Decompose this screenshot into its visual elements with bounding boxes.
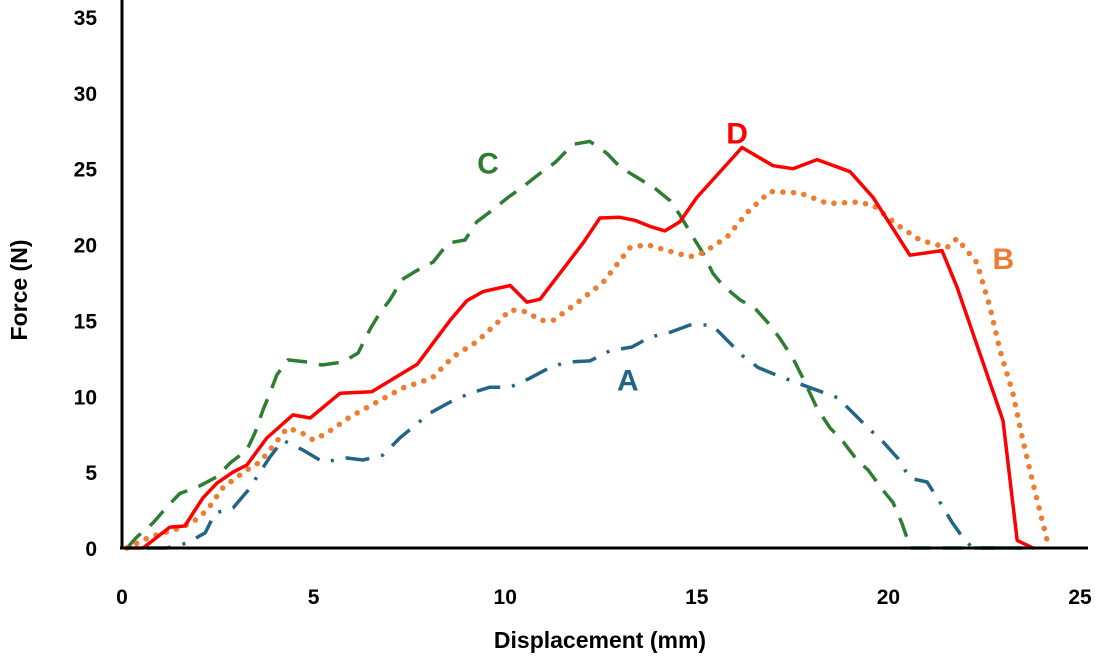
series-line-d: [125, 145, 1035, 550]
y-tick-label: 30: [74, 83, 97, 106]
tick-labels: 0 5 10 15 20 25 30 35 0 5 10 15 20 25: [74, 7, 1092, 609]
x-tick-label: 10: [494, 586, 517, 609]
y-tick-label: 15: [74, 310, 98, 333]
x-axis-title: Displacement (mm): [494, 627, 706, 653]
y-tick-label: 25: [74, 159, 98, 182]
y-tick-label: 10: [74, 386, 97, 409]
series-label-b: B: [993, 243, 1015, 276]
series-line-c: [125, 139, 1023, 550]
series-label-d: D: [726, 117, 748, 150]
series-label-a: A: [617, 365, 639, 398]
y-tick-label: 20: [74, 235, 97, 258]
y-axis-title: Force (N): [6, 240, 32, 341]
series-labels: C A B D: [477, 117, 1014, 397]
x-tick-label: 0: [116, 586, 128, 609]
x-tick-label: 25: [1068, 586, 1092, 609]
y-tick-label: 0: [85, 538, 97, 561]
series-line-a: [146, 323, 1023, 550]
series-line-b: [124, 188, 1053, 551]
series-label-c: C: [477, 148, 499, 181]
y-tick-label: 5: [85, 462, 97, 485]
x-tick-label: 5: [308, 586, 320, 609]
x-tick-label: 15: [685, 586, 709, 609]
x-tick-label: 20: [877, 586, 900, 609]
y-tick-label: 35: [74, 7, 98, 30]
series-layer: [124, 139, 1053, 551]
